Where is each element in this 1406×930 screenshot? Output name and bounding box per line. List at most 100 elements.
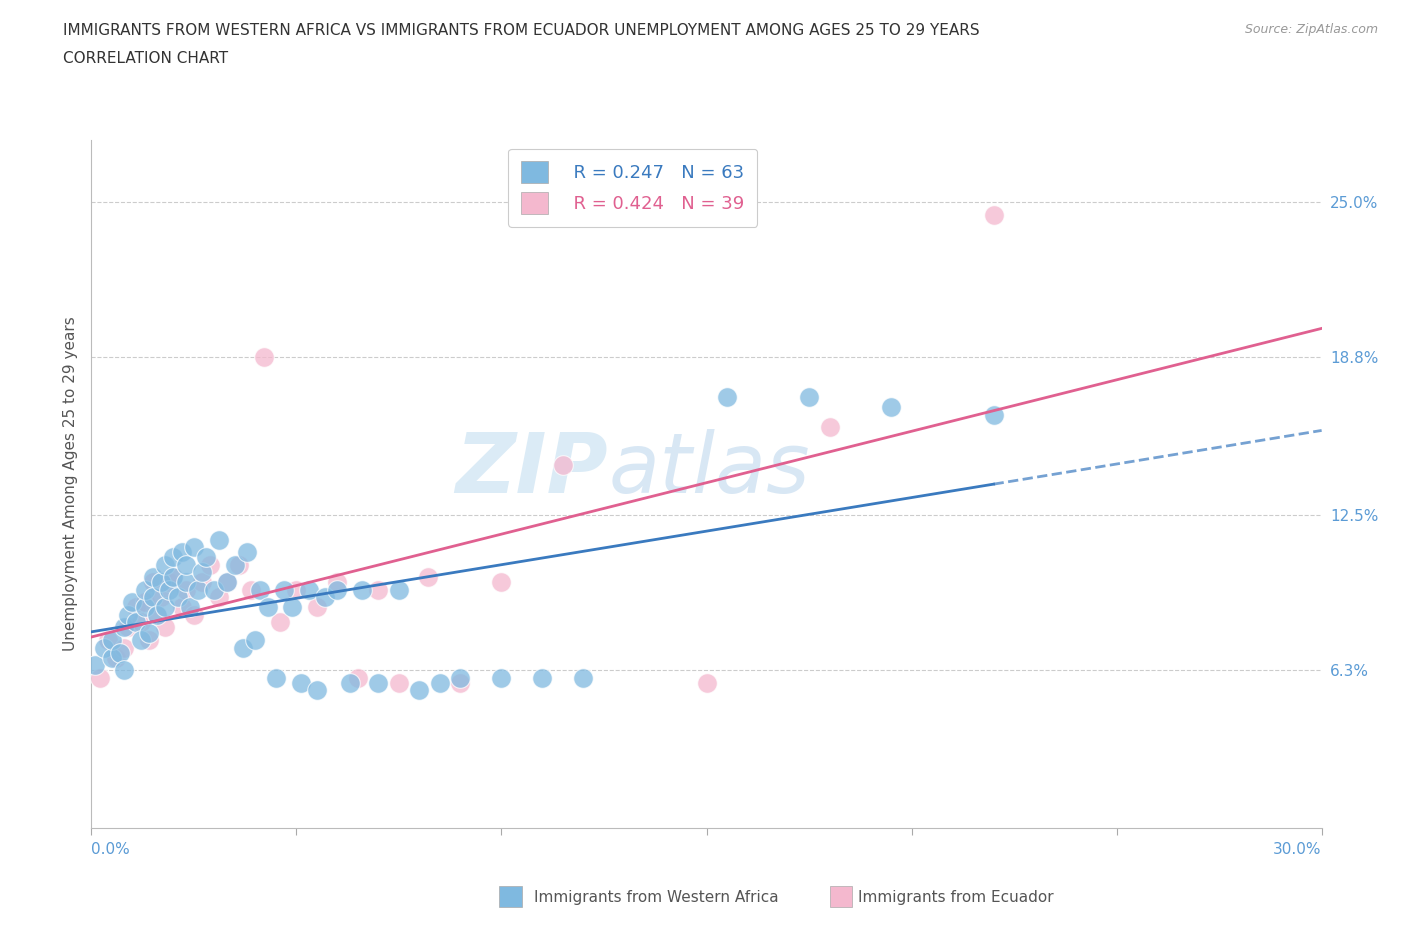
Point [388,582,411,597]
Point [89,671,111,685]
Point [105,650,127,665]
Point [240,582,263,597]
Point [531,671,554,685]
Point [150,590,173,604]
Text: 0.0%: 0.0% [91,842,131,857]
Text: Immigrants from Ecuador: Immigrants from Ecuador [858,890,1053,905]
Text: ZIP: ZIP [456,430,607,511]
Point [101,632,124,647]
Point [179,600,201,615]
Point [249,582,271,597]
Point [166,590,188,604]
Text: Source: ZipAtlas.com: Source: ZipAtlas.com [1244,23,1378,36]
Point [290,675,312,690]
Point [138,632,160,647]
Point [162,570,184,585]
Point [207,533,229,548]
Point [134,595,156,610]
Point [326,575,349,590]
Point [236,545,259,560]
Point [157,575,180,590]
Point [572,671,595,685]
Point [101,650,124,665]
Point [174,582,197,597]
Point [170,545,193,560]
Point [108,645,131,660]
Text: IMMIGRANTS FROM WESTERN AFRICA VS IMMIGRANTS FROM ECUADOR UNEMPLOYMENT AMONG AGE: IMMIGRANTS FROM WESTERN AFRICA VS IMMIGR… [63,23,980,38]
Point [183,540,205,555]
Point [129,615,152,630]
Text: 30.0%: 30.0% [1274,842,1322,857]
Y-axis label: Unemployment Among Ages 25 to 29 years: Unemployment Among Ages 25 to 29 years [62,316,77,651]
Point [256,600,278,615]
Point [191,575,214,590]
Point [695,675,717,690]
Point [983,407,1005,422]
Point [157,582,180,597]
Legend:   R = 0.247   N = 63,   R = 0.424   N = 39: R = 0.247 N = 63, R = 0.424 N = 39 [508,149,758,227]
Point [305,600,328,615]
Point [112,662,135,677]
Point [195,550,218,565]
Point [273,582,295,597]
Point [125,600,148,615]
Point [142,575,165,590]
Point [797,390,820,405]
Point [416,570,439,585]
Point [347,671,370,685]
Point [84,658,107,672]
Point [215,575,238,590]
Point [449,675,471,690]
Point [174,575,197,590]
Point [326,582,349,597]
Point [551,458,574,472]
Point [269,615,291,630]
Point [134,582,156,597]
Text: Immigrants from Western Africa: Immigrants from Western Africa [534,890,779,905]
Point [125,615,148,630]
Point [142,590,165,604]
Point [170,600,193,615]
Point [200,557,222,572]
Text: CORRELATION CHART: CORRELATION CHART [63,51,228,66]
Point [285,582,308,597]
Point [117,607,139,622]
Point [880,400,903,415]
Point [818,419,841,434]
Point [449,671,471,685]
Point [146,607,169,622]
Point [146,607,169,622]
Point [121,595,143,610]
Point [983,207,1005,222]
Point [138,625,160,640]
Point [117,620,139,635]
Point [202,582,225,597]
Point [162,550,184,565]
Point [162,570,184,585]
Point [150,575,173,590]
Point [97,632,120,647]
Point [187,582,209,597]
Point [491,671,513,685]
Point [264,671,287,685]
Point [134,600,156,615]
Point [388,675,411,690]
Point [191,565,214,580]
Point [142,570,165,585]
Point [228,557,250,572]
Point [352,582,374,597]
Point [224,557,246,572]
Point [112,620,135,635]
Point [153,557,177,572]
Point [112,640,135,655]
Point [305,683,328,698]
Point [281,600,304,615]
Point [183,607,205,622]
Point [129,632,152,647]
Point [245,632,267,647]
Point [491,575,513,590]
Point [215,575,238,590]
Point [367,582,389,597]
Point [232,640,254,655]
Point [408,683,430,698]
